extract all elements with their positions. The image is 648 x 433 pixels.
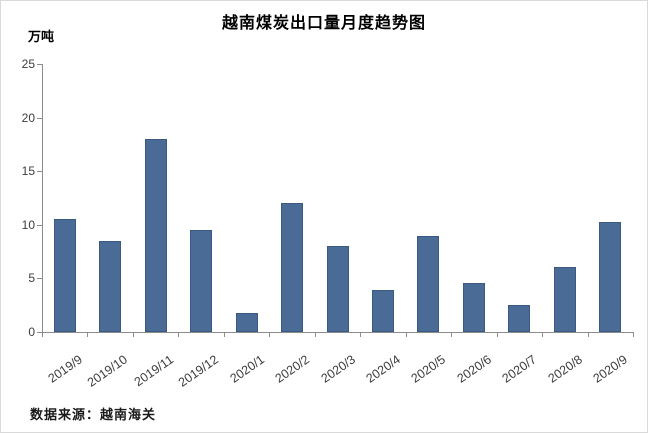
x-axis-label: 2020/6	[454, 352, 494, 386]
x-axis-label: 2019/10	[84, 352, 130, 390]
bar	[54, 219, 76, 332]
y-axis-tick	[37, 64, 42, 65]
y-axis	[42, 64, 43, 333]
x-axis-label: 2020/4	[363, 352, 403, 386]
y-axis-tick	[37, 278, 42, 279]
x-axis	[42, 332, 634, 333]
x-axis-label: 2020/1	[227, 352, 267, 386]
bar	[417, 236, 439, 332]
x-axis-tick	[269, 332, 270, 337]
x-axis-tick	[588, 332, 589, 337]
x-axis-label: 2019/11	[131, 352, 176, 390]
bar	[236, 313, 258, 332]
bar	[508, 305, 530, 332]
y-axis-tick	[37, 118, 42, 119]
x-axis-label: 2020/9	[590, 352, 630, 386]
x-axis-tick	[87, 332, 88, 337]
x-axis-tick	[224, 332, 225, 337]
x-axis-tick	[178, 332, 179, 337]
bar	[463, 283, 485, 332]
x-axis-tick	[451, 332, 452, 337]
y-axis-unit-label: 万吨	[28, 29, 55, 44]
x-axis-tick	[406, 332, 407, 337]
y-axis-tick	[37, 225, 42, 226]
x-axis-label: 2020/5	[408, 352, 448, 386]
x-axis-label: 2019/12	[175, 352, 221, 390]
x-axis-tick	[42, 332, 43, 337]
x-axis-tick	[360, 332, 361, 337]
x-axis-label: 2020/3	[318, 352, 358, 386]
y-axis-tick-label: 10	[21, 218, 35, 232]
x-axis-label: 2020/8	[545, 352, 585, 386]
y-axis-tick	[37, 171, 42, 172]
y-axis-tick-label: 20	[21, 111, 35, 125]
x-axis-label: 2020/2	[272, 352, 312, 386]
bar	[554, 267, 576, 332]
chart-title: 越南煤炭出口量月度趋势图	[221, 15, 426, 32]
bar	[99, 241, 121, 332]
y-axis-tick-label: 15	[21, 164, 35, 178]
x-axis-label: 2020/7	[499, 352, 539, 386]
y-axis-tick-label: 0	[28, 325, 35, 339]
y-axis-tick	[37, 332, 42, 333]
x-axis-tick	[133, 332, 134, 337]
bar	[599, 222, 621, 332]
bar	[327, 246, 349, 332]
bar	[372, 290, 394, 332]
source-note: 数据来源：越南海关	[30, 407, 157, 422]
x-axis-label: 2019/9	[45, 352, 85, 386]
x-axis-tick	[633, 332, 634, 337]
y-axis-tick-label: 25	[21, 57, 35, 71]
x-axis-tick	[315, 332, 316, 337]
bar	[145, 139, 167, 332]
bar	[281, 203, 303, 332]
bar	[190, 230, 212, 332]
x-axis-tick	[542, 332, 543, 337]
x-axis-tick	[497, 332, 498, 337]
y-axis-tick-label: 5	[28, 271, 35, 285]
